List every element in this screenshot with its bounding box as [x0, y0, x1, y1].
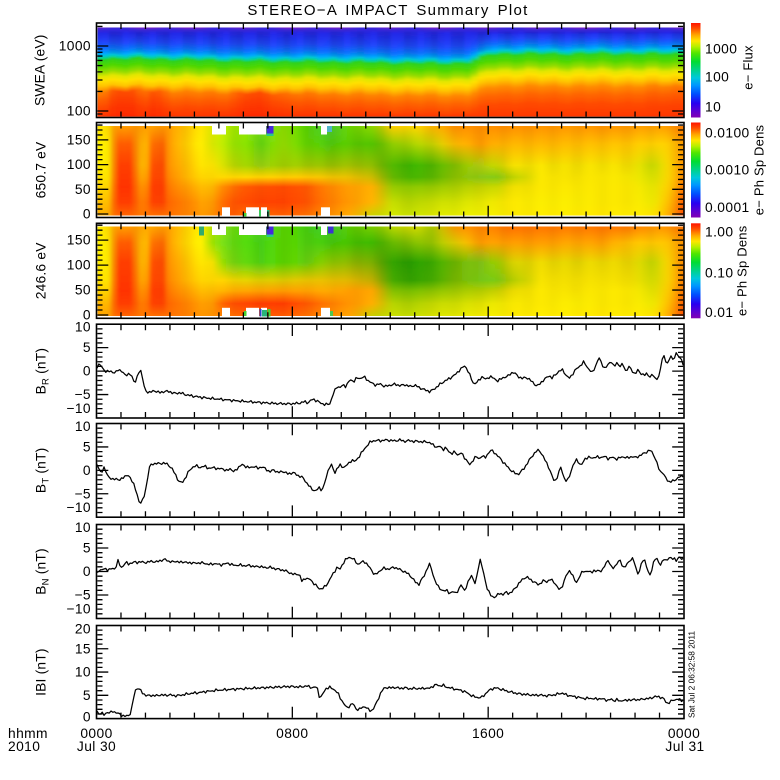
- svg-text:0.10: 0.10: [705, 266, 733, 281]
- svg-text:10: 10: [705, 100, 721, 115]
- svg-text:2010: 2010: [8, 739, 40, 754]
- svg-text:20: 20: [75, 622, 91, 637]
- svg-text:0.0001: 0.0001: [705, 200, 750, 215]
- svg-text:100: 100: [67, 104, 91, 119]
- svg-text:STEREO−A IMPACT Summary Plot: STEREO−A IMPACT Summary Plot: [247, 2, 528, 19]
- svg-text:10: 10: [75, 419, 91, 434]
- svg-text:0000: 0000: [668, 726, 700, 741]
- svg-text:0800: 0800: [276, 726, 308, 741]
- svg-text:5: 5: [83, 688, 91, 703]
- svg-text:e− Flux: e− Flux: [741, 45, 756, 90]
- svg-text:−5: −5: [74, 387, 91, 402]
- svg-text:100: 100: [67, 258, 91, 273]
- svg-text:0: 0: [83, 564, 91, 579]
- svg-text:15: 15: [75, 641, 91, 656]
- svg-text:0: 0: [83, 207, 91, 222]
- svg-text:100: 100: [705, 70, 729, 85]
- svg-text:0.0010: 0.0010: [705, 163, 750, 178]
- svg-text:Jul 30: Jul 30: [77, 739, 116, 754]
- svg-text:0: 0: [83, 308, 91, 323]
- svg-text:e− Ph Sp Dens: e− Ph Sp Dens: [735, 225, 750, 316]
- svg-text:0: 0: [83, 710, 91, 725]
- svg-text:hhmm: hhmm: [8, 726, 48, 741]
- svg-text:5: 5: [83, 541, 91, 556]
- svg-text:1000: 1000: [705, 42, 737, 57]
- svg-text:0.0100: 0.0100: [705, 126, 750, 141]
- svg-text:650.7 eV: 650.7 eV: [34, 141, 49, 198]
- svg-text:10: 10: [75, 665, 91, 680]
- svg-text:246.6 eV: 246.6 eV: [34, 242, 49, 299]
- svg-text:−5: −5: [74, 486, 91, 501]
- svg-text:100: 100: [67, 157, 91, 172]
- svg-text:0: 0: [83, 364, 91, 379]
- svg-text:−10: −10: [66, 500, 91, 515]
- svg-text:150: 150: [67, 233, 91, 248]
- svg-text:0000: 0000: [80, 726, 112, 741]
- svg-text:−5: −5: [74, 588, 91, 603]
- svg-text:10: 10: [75, 320, 91, 335]
- svg-text:5: 5: [83, 340, 91, 355]
- svg-text:−10: −10: [66, 401, 91, 416]
- svg-text:Sat Jul 2 06:32:58 2011: Sat Jul 2 06:32:58 2011: [687, 631, 697, 718]
- svg-text:0: 0: [83, 463, 91, 478]
- svg-text:IBI (nT): IBI (nT): [34, 648, 49, 696]
- svg-text:5: 5: [83, 439, 91, 454]
- svg-text:50: 50: [75, 182, 91, 197]
- svg-text:50: 50: [75, 283, 91, 298]
- svg-text:1000: 1000: [59, 39, 91, 54]
- svg-text:Jul 31: Jul 31: [665, 739, 704, 754]
- svg-text:e− Ph Sp Dens: e− Ph Sp Dens: [752, 125, 767, 216]
- svg-text:1.00: 1.00: [705, 225, 733, 240]
- svg-text:0.01: 0.01: [705, 305, 733, 320]
- svg-text:SWEA (eV): SWEA (eV): [33, 34, 48, 106]
- svg-text:150: 150: [67, 132, 91, 147]
- svg-text:1600: 1600: [472, 726, 504, 741]
- svg-text:10: 10: [75, 520, 91, 535]
- svg-text:−10: −10: [66, 601, 91, 616]
